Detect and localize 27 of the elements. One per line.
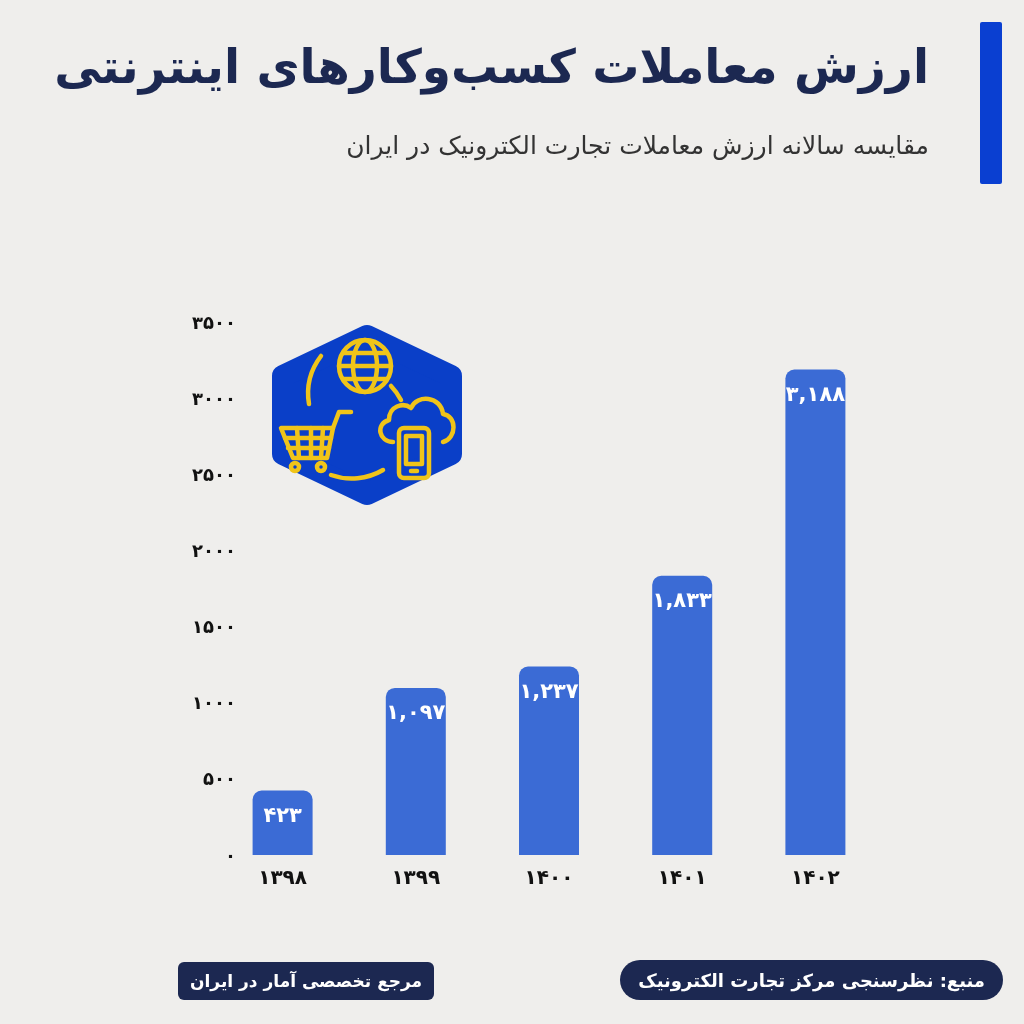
y-tick-label: ۲۵۰۰ bbox=[192, 463, 236, 485]
chart-title: ارزش معاملات کسب‌وکارهای اینترنتی bbox=[54, 39, 930, 95]
y-tick-label: ۰ bbox=[225, 844, 236, 866]
y-tick-label: ۳۰۰۰ bbox=[192, 387, 236, 409]
y-tick-label: ۲۰۰۰ bbox=[192, 539, 236, 561]
chart-subtitle: مقایسه سالانه ارزش معاملات تجارت الکترونیک در ایران bbox=[346, 131, 930, 161]
x-tick-label: ۱۳۹۸ bbox=[258, 865, 308, 889]
data-label: ۳,۱۸۸ bbox=[785, 382, 846, 407]
data-label: ۴۲۳ bbox=[263, 803, 303, 828]
bar bbox=[385, 687, 446, 855]
y-tick-label: ۵۰۰ bbox=[203, 768, 236, 790]
y-tick-label: ۱۵۰۰ bbox=[192, 616, 236, 638]
x-tick-label: ۱۴۰۲ bbox=[790, 865, 840, 889]
text: مرجع تخصصی آمار در ایران bbox=[178, 962, 435, 1000]
bar bbox=[652, 575, 713, 855]
bar bbox=[519, 666, 579, 855]
bar bbox=[252, 790, 313, 855]
x-tick-label: ۱۴۰۰ bbox=[524, 865, 574, 889]
bar bbox=[785, 369, 846, 855]
data-label: ۱,۲۳۷ bbox=[519, 679, 579, 704]
text: منبع: نظرسنجی مرکز تجارت الکترونیک bbox=[620, 960, 1003, 1000]
data-label: ۱,۸۳۳ bbox=[652, 588, 712, 613]
y-tick-label: ۱۰۰۰ bbox=[192, 692, 236, 714]
x-tick-label: ۱۳۹۹ bbox=[391, 865, 441, 889]
y-tick-label: ۳۵۰۰ bbox=[192, 311, 236, 333]
data-label: ۱,۰۹۷ bbox=[386, 700, 446, 725]
x-tick-label: ۱۴۰۱ bbox=[657, 865, 707, 889]
